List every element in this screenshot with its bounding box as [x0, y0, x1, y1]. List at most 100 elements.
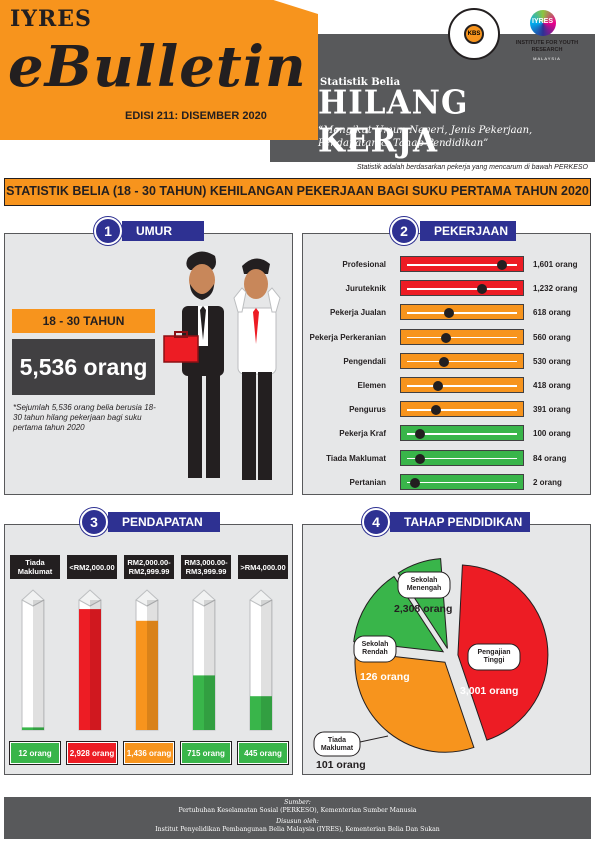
youth-illustration — [163, 251, 281, 480]
pie-label-box — [313, 731, 361, 757]
job-bar-track — [407, 385, 517, 387]
job-label: Pertanian — [349, 477, 386, 487]
income-column-shade — [33, 600, 44, 730]
job-value: 1,232 orang — [533, 284, 578, 294]
pie-label-text: Tinggi — [484, 657, 505, 664]
income-column-cap — [135, 589, 159, 607]
footer-source-label: Sumber: — [284, 799, 311, 806]
job-bar-track — [407, 264, 517, 266]
pekerjaan-section-title: PEKERJAAN — [420, 221, 516, 241]
income-value: 1,436 orang — [124, 742, 174, 764]
main-title: STATISTIK BELIA (18 - 30 TAHUN) KEHILANG… — [6, 184, 589, 198]
income-column-shade — [147, 600, 158, 730]
job-dot — [432, 381, 443, 391]
job-bar-track — [407, 288, 517, 290]
pie-value: 126 orang — [360, 671, 410, 683]
job-label: Pengendali — [343, 356, 386, 366]
iyres-logo-country: MALAYSIA — [533, 56, 561, 61]
pie-label-text: Menengah — [407, 585, 442, 592]
job-bar — [400, 425, 524, 442]
job-label: Pengurus — [349, 405, 386, 415]
pie-label-text: Rendah — [362, 649, 388, 656]
income-value: 715 orang — [181, 742, 231, 764]
job-bar-track — [407, 433, 517, 435]
brand-title: eBulletin — [8, 34, 307, 100]
job-bar — [400, 352, 524, 369]
income-label: RM3,000.00- RM3,999.99 — [181, 555, 231, 579]
job-value: 418 orang — [533, 381, 571, 390]
headline: HILANG KERJA — [318, 84, 469, 160]
job-value: 100 orang — [533, 429, 571, 439]
job-dot — [497, 260, 508, 270]
pie-label-text: Sekolah — [411, 577, 438, 584]
pendapatan-section-title: PENDAPATAN — [108, 512, 220, 532]
job-bar — [400, 473, 524, 490]
job-dot — [415, 429, 426, 440]
income-column-cap — [192, 589, 216, 607]
job-bar — [400, 328, 524, 345]
job-dot — [410, 477, 421, 488]
pie-value: 101 orang — [316, 759, 366, 771]
job-dot — [477, 284, 488, 295]
job-label: Juruteknik — [345, 284, 386, 294]
pendidikan-section-title: TAHAP PENDIDIKAN — [390, 512, 530, 532]
job-label: Tiada Maklumat — [326, 453, 386, 463]
umur-note: *Sejumlah 5,536 orang belia berusia 18-3… — [13, 403, 156, 432]
umur-section-number: 1 — [94, 217, 122, 245]
pendidikan-section-number: 4 — [362, 508, 390, 536]
job-label: Profesional — [342, 260, 386, 269]
job-bar — [400, 304, 524, 321]
pie-label-text: Tiada — [328, 737, 346, 744]
pie-label-text: Sekolah — [362, 641, 389, 648]
job-label: Pekerja Jualan — [329, 308, 386, 318]
income-column-shade — [261, 600, 272, 730]
income-column-fill — [22, 727, 44, 730]
income-column-fill — [193, 675, 215, 730]
job-label: Pekerja Kraf — [339, 429, 386, 439]
footer-prepared-label: Disusun oleh: — [276, 818, 319, 825]
job-value: 618 orang — [533, 308, 571, 318]
umur-count: 5,536 orang — [12, 339, 155, 395]
income-column — [78, 589, 102, 731]
income-column-fill — [79, 609, 101, 730]
job-bar-track — [407, 409, 517, 411]
pie-value: 3,001 orang — [460, 685, 518, 697]
job-dot — [440, 332, 451, 343]
brand-small: IYRES — [10, 6, 92, 32]
headline-subtitle: “Mengikut Umur, Negeri, Jenis Pekerjaan,… — [318, 125, 533, 149]
income-column-fill — [136, 620, 158, 730]
pie-slice — [354, 651, 475, 753]
job-dot — [443, 308, 454, 319]
income-value: 2,928 orang — [67, 742, 117, 764]
source-note: Statistik adalah berdasarkan pekerja yan… — [356, 164, 588, 171]
footer-prepared: Institut Penyelidikan Pembangunan Belia … — [155, 826, 440, 833]
job-value: 2 orang — [533, 477, 562, 487]
job-label: Pekerja Perkeranian — [309, 332, 387, 342]
job-dot — [438, 356, 449, 367]
job-label: Elemen — [357, 381, 386, 390]
iyres-logo-caption: INSTITUTE FOR YOUTH RESEARCH — [515, 40, 579, 53]
job-value: 84 orang — [533, 453, 567, 463]
job-bar-track — [407, 457, 517, 460]
job-value: 1,601 orang — [533, 260, 578, 269]
income-column-cap — [78, 589, 102, 607]
income-label: Tiada Maklumat — [10, 555, 60, 579]
pie-label-box — [353, 635, 397, 663]
pie-value: 2,308 orang — [394, 603, 452, 615]
job-value: 530 orang — [533, 356, 571, 366]
edition-label: EDISI 211: DISEMBER 2020 — [125, 110, 267, 122]
job-value: 560 orang — [533, 332, 571, 342]
job-bar — [400, 377, 524, 393]
person-with-briefcase-icon — [163, 251, 224, 478]
income-label: >RM4,000.00 — [238, 555, 288, 579]
pie-slice — [353, 575, 445, 653]
pekerjaan-section-number: 2 — [390, 217, 418, 245]
income-column — [192, 589, 216, 731]
income-label: RM2,000.00- RM2,999.99 — [124, 555, 174, 579]
header-dark-banner — [270, 34, 595, 162]
umur-range: 18 - 30 TAHUN — [12, 309, 155, 333]
job-bar-track — [407, 336, 517, 339]
income-column-cap — [21, 589, 45, 607]
income-column-fill — [250, 696, 272, 730]
